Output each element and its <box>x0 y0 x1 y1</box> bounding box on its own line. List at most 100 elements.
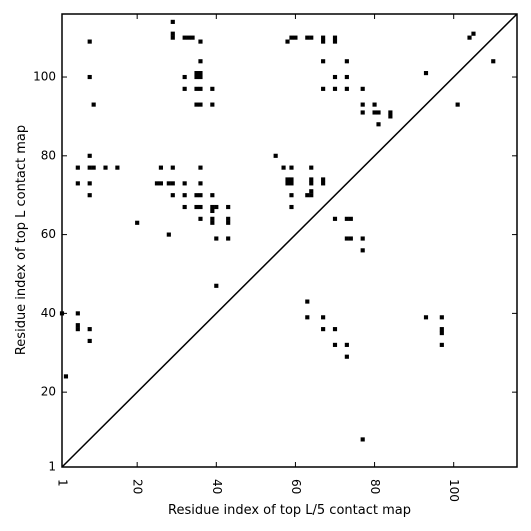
diagonal-layer <box>61 13 518 468</box>
contact-point <box>309 35 314 40</box>
contact-point <box>75 165 80 170</box>
contact-point <box>182 35 187 40</box>
contact-point <box>194 86 199 91</box>
contact-point <box>198 216 203 221</box>
contact-point <box>158 181 163 186</box>
contact-point <box>332 342 338 347</box>
x-tick-label: 80 <box>368 479 382 494</box>
contact-point <box>210 208 215 214</box>
contact-point <box>198 59 203 64</box>
contact-point <box>439 315 444 320</box>
contact-point <box>182 204 187 210</box>
contact-point <box>344 86 349 91</box>
contact-point <box>360 248 365 253</box>
contact-point <box>170 165 175 170</box>
contact-point <box>289 165 294 170</box>
contact-point <box>170 35 175 40</box>
contact-point <box>321 315 326 320</box>
contact-point <box>360 102 365 107</box>
contact-point <box>214 204 219 210</box>
contact-point <box>182 86 187 91</box>
contact-point <box>226 204 231 210</box>
contact-point <box>170 193 175 198</box>
contact-point <box>360 437 365 442</box>
contact-point <box>293 35 298 40</box>
contact-point <box>198 39 203 44</box>
contact-point <box>170 31 175 36</box>
x-axis-label: Residue index of top L/5 contact map <box>168 503 411 518</box>
contact-point <box>158 165 163 170</box>
contact-point <box>210 204 215 210</box>
contact-point <box>166 181 171 186</box>
contact-points <box>59 19 496 442</box>
contact-point <box>305 299 310 304</box>
contact-point <box>194 102 199 107</box>
y-tick-label: 1 <box>48 460 56 474</box>
contact-point <box>344 216 349 221</box>
contact-point <box>439 342 444 347</box>
contact-point <box>226 236 231 241</box>
contact-point <box>154 181 160 186</box>
contact-point <box>281 165 286 170</box>
contact-point <box>439 331 444 336</box>
contact-point <box>321 39 326 44</box>
contact-point <box>309 181 314 186</box>
contact-point <box>289 177 294 182</box>
y-tick-label: 20 <box>41 385 56 399</box>
contact-point <box>194 193 199 198</box>
diagonal-line <box>61 13 518 468</box>
contact-point <box>214 236 219 241</box>
contact-point <box>471 31 476 36</box>
x-tick-label: 20 <box>131 479 145 494</box>
contact-point <box>332 74 338 80</box>
contact-point <box>194 71 199 76</box>
contact-point <box>305 35 310 40</box>
y-tick-label: 80 <box>41 148 56 162</box>
contact-point <box>115 165 120 170</box>
contact-point <box>344 236 349 241</box>
contact-point <box>166 232 171 237</box>
contact-point <box>360 110 365 115</box>
contact-point <box>186 35 191 40</box>
contact-point <box>344 59 349 64</box>
contact-point <box>289 181 294 186</box>
contact-point <box>198 193 203 198</box>
contact-point <box>87 193 92 198</box>
contact-point <box>75 323 80 328</box>
contact-point <box>344 354 349 359</box>
contact-point <box>332 35 338 40</box>
contact-point <box>423 71 429 76</box>
y-axis-label: Residue index of top L contact map <box>14 125 29 355</box>
contact-point <box>75 311 80 316</box>
contact-point <box>305 315 310 320</box>
contact-point <box>321 177 326 182</box>
contact-point <box>332 216 338 221</box>
x-tick-label: 40 <box>210 479 224 494</box>
contact-point <box>360 236 365 241</box>
contact-point <box>91 102 96 107</box>
x-tick-label: 1 <box>56 479 70 487</box>
contact-point <box>285 177 290 182</box>
contact-point <box>491 59 496 64</box>
contact-point <box>182 193 187 198</box>
contact-point <box>372 102 377 107</box>
contact-point <box>198 71 203 76</box>
contact-point <box>135 220 140 225</box>
contact-point <box>348 236 353 241</box>
contact-point <box>210 86 215 91</box>
y-tick-label: 40 <box>41 306 56 320</box>
contact-point <box>455 102 460 107</box>
contact-point <box>321 35 326 40</box>
contact-point <box>87 74 92 80</box>
contact-point <box>198 86 203 91</box>
contact-point <box>332 86 338 91</box>
plot-frame <box>61 13 518 468</box>
contact-point <box>439 327 444 332</box>
contact-point <box>332 39 338 44</box>
y-tick-label: 60 <box>41 227 56 241</box>
contact-point <box>226 216 231 221</box>
y-tick-label: 100 <box>33 70 56 84</box>
contact-point <box>182 181 187 186</box>
contact-point <box>388 114 393 119</box>
